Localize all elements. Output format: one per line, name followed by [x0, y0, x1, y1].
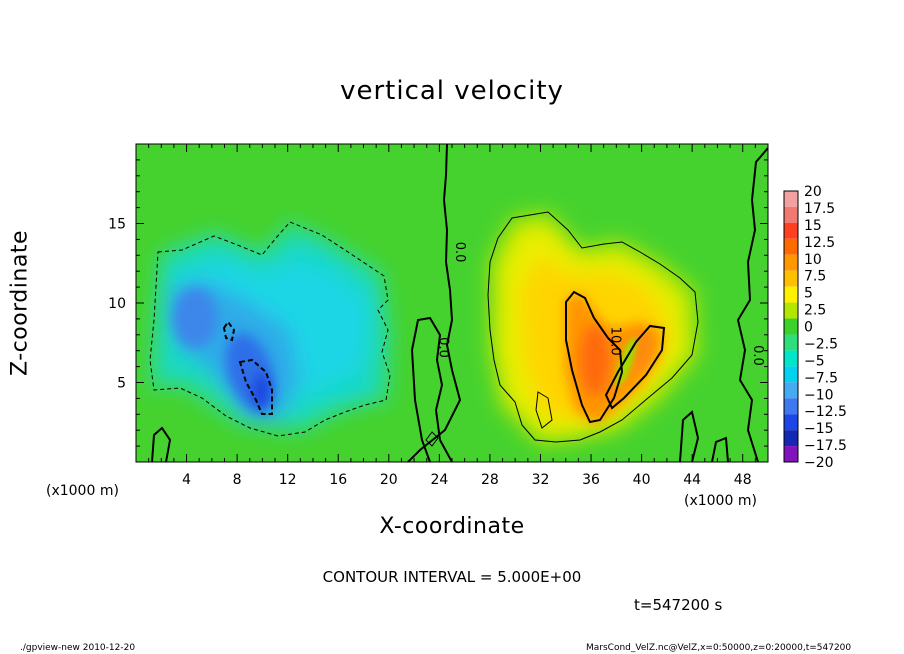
- colorbar-swatch: [784, 191, 798, 207]
- contour-lines: [149, 144, 768, 462]
- x-tick-label: 20: [380, 472, 398, 488]
- colorbar-swatch: [784, 446, 798, 462]
- x-tick-label: 44: [683, 472, 701, 488]
- time-label: t=547200 s: [634, 596, 723, 614]
- x-tick-label: 4: [182, 472, 191, 488]
- colorbar-label: 17.5: [804, 201, 835, 217]
- colorbar-frame: [783, 190, 799, 463]
- contour-label: 0.0: [452, 242, 467, 263]
- colorbar-label: 5: [804, 286, 813, 302]
- colorbar-swatch: [784, 398, 798, 415]
- colorbar-label: 20: [804, 184, 822, 200]
- colorbar-label: −2.5: [804, 336, 838, 352]
- colorbar-swatch: [784, 302, 798, 319]
- contour-minus-ten-2: [238, 358, 273, 415]
- contour-minus-five: [149, 221, 391, 437]
- contour-label: 10.0: [607, 327, 622, 356]
- contour-label: 0.0: [435, 337, 450, 358]
- contour-zero-small-3: [711, 436, 729, 462]
- colorbar-swatch: [784, 206, 798, 223]
- colorbar-label: 15: [804, 218, 822, 234]
- contour-five: [487, 211, 699, 443]
- colorbar-swatch: [784, 430, 798, 447]
- contour-zero-small-2: [679, 410, 700, 462]
- x-axis-label: X-coordinate: [379, 514, 525, 539]
- colorbar: 2017.51512.5107.552.50−2.5−5−7.5−10−12.5…: [783, 184, 847, 471]
- contour-zero-center: [407, 144, 462, 462]
- x-tick-label: 16: [329, 472, 347, 488]
- downdraft-core: [173, 288, 275, 412]
- contour-five-small-2: [535, 391, 553, 429]
- x-tick-label: 32: [532, 472, 550, 488]
- colorbar-swatch: [784, 414, 798, 431]
- contour-ten-right: [604, 324, 666, 410]
- colorbar-label: −10: [804, 387, 834, 403]
- x-unit-label: (x1000 m): [684, 493, 757, 509]
- y-tick-label: 10: [108, 296, 126, 312]
- colorbar-label: −7.5: [804, 370, 838, 386]
- contour-interval-text: CONTOUR INTERVAL = 5.000E+00: [322, 568, 582, 586]
- contour-zero-small-1: [151, 426, 172, 462]
- contour-five-small-1: [425, 431, 439, 447]
- colorbar-label: 10: [804, 252, 822, 268]
- colorbar-swatch: [784, 286, 798, 303]
- colorbar-label: −5: [804, 353, 825, 369]
- y-ticks: 5 10 15: [108, 159, 768, 447]
- colorbar-swatch: [784, 334, 798, 351]
- colorbar-label: 7.5: [804, 269, 826, 285]
- colorbar-swatch: [784, 366, 798, 383]
- colorbar-label: −15: [804, 421, 834, 437]
- z-unit-label: (x1000 m): [46, 483, 119, 499]
- colorbar-label: 0: [804, 320, 813, 336]
- colorbar-label: −12.5: [804, 404, 847, 420]
- x-tick-label: 24: [430, 472, 448, 488]
- x-tick-label: 8: [233, 472, 242, 488]
- colorbar-label: −17.5: [804, 438, 847, 454]
- colorbar-label: 2.5: [804, 303, 826, 319]
- x-tick-label: 40: [633, 472, 651, 488]
- y-tick-label: 5: [117, 376, 126, 392]
- chart-title: vertical velocity: [340, 76, 564, 106]
- updraft-core: [565, 292, 662, 425]
- colorbar-label: 12.5: [804, 235, 835, 251]
- footer-left-text: ./gpview-new 2010-12-20: [20, 643, 136, 653]
- x-tick-label: 28: [481, 472, 499, 488]
- y-tick-label: 15: [108, 217, 126, 233]
- contour-label-group: 0.0 0.0 10.0 0.0: [435, 242, 765, 366]
- colorbar-swatch: [784, 238, 798, 255]
- x-tick-label: 36: [582, 472, 600, 488]
- heatmap-field: [136, 144, 768, 462]
- colorbar-swatch: [784, 270, 798, 287]
- colorbar-swatch: [784, 382, 798, 399]
- x-tick-label: 48: [734, 472, 752, 488]
- colorbar-swatch: [784, 254, 798, 271]
- contour-zero-inner: [410, 316, 453, 462]
- colorbar-swatch: [784, 350, 798, 367]
- x-ticks: 4 8 12 16 20 24 28 32 36 40 44 48: [148, 144, 756, 488]
- colorbar-swatch: [784, 318, 798, 335]
- x-tick-label: 12: [279, 472, 297, 488]
- contour-zero-right: [736, 147, 768, 462]
- colorbar-swatch: [784, 222, 798, 239]
- contour-ten-left: [565, 290, 624, 424]
- colorbar-label: −20: [804, 455, 834, 471]
- contour-label: 0.0: [750, 345, 765, 366]
- contour-minus-ten-1: [222, 320, 236, 342]
- footer-right-text: MarsCond_VelZ.nc@VelZ,x=0:50000,z=0:2000…: [586, 643, 852, 653]
